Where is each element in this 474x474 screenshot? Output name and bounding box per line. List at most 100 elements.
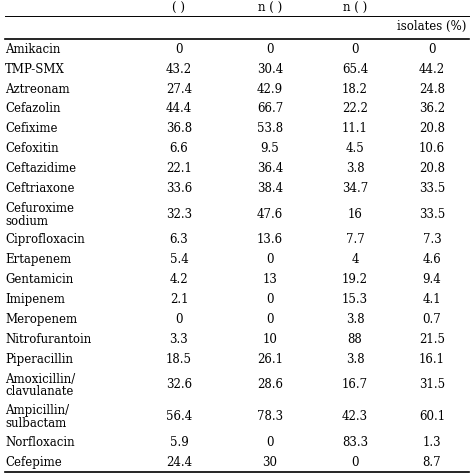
Text: 0: 0: [175, 43, 183, 56]
Text: 0: 0: [428, 43, 436, 56]
Text: ( ): ( ): [173, 2, 185, 15]
Text: 34.7: 34.7: [342, 182, 368, 195]
Text: 7.3: 7.3: [423, 233, 441, 246]
Text: 5.9: 5.9: [170, 436, 188, 449]
Text: 0: 0: [351, 43, 359, 56]
Text: 16.7: 16.7: [342, 378, 368, 392]
Text: 0: 0: [266, 313, 274, 326]
Text: 20.8: 20.8: [419, 122, 445, 136]
Text: 22.2: 22.2: [342, 102, 368, 116]
Text: 0: 0: [266, 293, 274, 306]
Text: 47.6: 47.6: [257, 208, 283, 221]
Text: 30: 30: [263, 456, 277, 469]
Text: 20.8: 20.8: [419, 162, 445, 175]
Text: 3.8: 3.8: [346, 162, 365, 175]
Text: 15.3: 15.3: [342, 293, 368, 306]
Text: 44.4: 44.4: [166, 102, 192, 116]
Text: 32.6: 32.6: [166, 378, 192, 392]
Text: 18.5: 18.5: [166, 353, 192, 365]
Text: 33.6: 33.6: [166, 182, 192, 195]
Text: Norfloxacin: Norfloxacin: [5, 436, 74, 449]
Text: 28.6: 28.6: [257, 378, 283, 392]
Text: Ceftriaxone: Ceftriaxone: [5, 182, 74, 195]
Text: Ceftazidime: Ceftazidime: [5, 162, 76, 175]
Text: 26.1: 26.1: [257, 353, 283, 365]
Text: 56.4: 56.4: [166, 410, 192, 423]
Text: 24.8: 24.8: [419, 82, 445, 96]
Text: 7.7: 7.7: [346, 233, 365, 246]
Text: sodium: sodium: [5, 215, 48, 228]
Text: 21.5: 21.5: [419, 333, 445, 346]
Text: 9.4: 9.4: [423, 273, 441, 286]
Text: Cefixime: Cefixime: [5, 122, 57, 136]
Text: TMP-SMX: TMP-SMX: [5, 63, 65, 76]
Text: sulbactam: sulbactam: [5, 417, 66, 430]
Text: Gentamicin: Gentamicin: [5, 273, 73, 286]
Text: 36.4: 36.4: [257, 162, 283, 175]
Text: 5.4: 5.4: [170, 253, 188, 266]
Text: isolates (%): isolates (%): [397, 20, 467, 33]
Text: 27.4: 27.4: [166, 82, 192, 96]
Text: 3.3: 3.3: [170, 333, 188, 346]
Text: 4.6: 4.6: [423, 253, 441, 266]
Text: 36.2: 36.2: [419, 102, 445, 116]
Text: clavulanate: clavulanate: [5, 385, 73, 398]
Text: 13: 13: [263, 273, 277, 286]
Text: 13.6: 13.6: [257, 233, 283, 246]
Text: 44.2: 44.2: [419, 63, 445, 76]
Text: 9.5: 9.5: [261, 142, 279, 155]
Text: Cefoxitin: Cefoxitin: [5, 142, 59, 155]
Text: 33.5: 33.5: [419, 182, 445, 195]
Text: 66.7: 66.7: [257, 102, 283, 116]
Text: 31.5: 31.5: [419, 378, 445, 392]
Text: Cefepime: Cefepime: [5, 456, 62, 469]
Text: n ( ): n ( ): [343, 2, 367, 15]
Text: 19.2: 19.2: [342, 273, 368, 286]
Text: 0: 0: [266, 253, 274, 266]
Text: 16.1: 16.1: [419, 353, 445, 365]
Text: 83.3: 83.3: [342, 436, 368, 449]
Text: Cefuroxime: Cefuroxime: [5, 202, 74, 215]
Text: 53.8: 53.8: [257, 122, 283, 136]
Text: 4.5: 4.5: [346, 142, 365, 155]
Text: 78.3: 78.3: [257, 410, 283, 423]
Text: 36.8: 36.8: [166, 122, 192, 136]
Text: 42.3: 42.3: [342, 410, 368, 423]
Text: 6.6: 6.6: [170, 142, 188, 155]
Text: 8.7: 8.7: [423, 456, 441, 469]
Text: Ciprofloxacin: Ciprofloxacin: [5, 233, 85, 246]
Text: 4: 4: [351, 253, 359, 266]
Text: Ertapenem: Ertapenem: [5, 253, 71, 266]
Text: 1.3: 1.3: [423, 436, 441, 449]
Text: 18.2: 18.2: [342, 82, 368, 96]
Text: 3.8: 3.8: [346, 353, 365, 365]
Text: 3.8: 3.8: [346, 313, 365, 326]
Text: Amoxicillin/: Amoxicillin/: [5, 373, 75, 386]
Text: 32.3: 32.3: [166, 208, 192, 221]
Text: Meropenem: Meropenem: [5, 313, 77, 326]
Text: 0.7: 0.7: [423, 313, 441, 326]
Text: 65.4: 65.4: [342, 63, 368, 76]
Text: 11.1: 11.1: [342, 122, 368, 136]
Text: 43.2: 43.2: [166, 63, 192, 76]
Text: Ampicillin/: Ampicillin/: [5, 404, 69, 417]
Text: 0: 0: [175, 313, 183, 326]
Text: 6.3: 6.3: [170, 233, 188, 246]
Text: 88: 88: [347, 333, 363, 346]
Text: 33.5: 33.5: [419, 208, 445, 221]
Text: 24.4: 24.4: [166, 456, 192, 469]
Text: 60.1: 60.1: [419, 410, 445, 423]
Text: Aztreonam: Aztreonam: [5, 82, 70, 96]
Text: 4.2: 4.2: [170, 273, 188, 286]
Text: 4.1: 4.1: [423, 293, 441, 306]
Text: 0: 0: [266, 43, 274, 56]
Text: 10: 10: [263, 333, 277, 346]
Text: 16: 16: [347, 208, 363, 221]
Text: 42.9: 42.9: [257, 82, 283, 96]
Text: 2.1: 2.1: [170, 293, 188, 306]
Text: Cefazolin: Cefazolin: [5, 102, 61, 116]
Text: Nitrofurantoin: Nitrofurantoin: [5, 333, 91, 346]
Text: 38.4: 38.4: [257, 182, 283, 195]
Text: 22.1: 22.1: [166, 162, 192, 175]
Text: Amikacin: Amikacin: [5, 43, 60, 56]
